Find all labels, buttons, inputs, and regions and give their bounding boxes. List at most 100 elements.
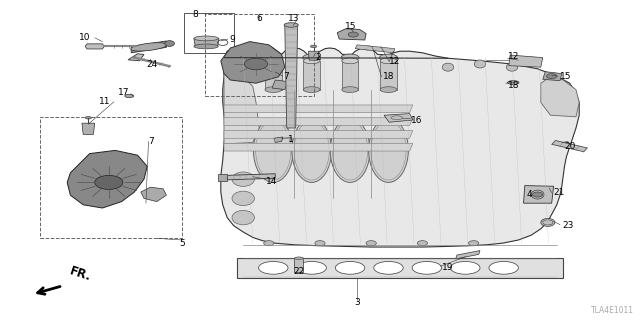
- Polygon shape: [194, 38, 219, 46]
- Ellipse shape: [508, 81, 519, 84]
- Ellipse shape: [232, 191, 254, 206]
- Text: 16: 16: [411, 116, 422, 124]
- Polygon shape: [227, 174, 275, 180]
- Ellipse shape: [284, 23, 298, 27]
- Polygon shape: [524, 186, 554, 203]
- Polygon shape: [224, 118, 413, 125]
- Ellipse shape: [369, 118, 408, 182]
- Bar: [40, 117, 182, 238]
- Text: 12: 12: [508, 52, 519, 61]
- Polygon shape: [224, 131, 413, 138]
- Polygon shape: [552, 140, 588, 152]
- Text: 14: 14: [266, 177, 277, 186]
- Polygon shape: [131, 41, 166, 53]
- Text: FR.: FR.: [68, 264, 93, 284]
- Ellipse shape: [194, 44, 218, 49]
- Ellipse shape: [294, 257, 303, 260]
- Circle shape: [366, 241, 376, 246]
- Ellipse shape: [342, 58, 358, 64]
- Polygon shape: [221, 42, 285, 83]
- Bar: [184, 13, 234, 53]
- Text: 15: 15: [560, 72, 572, 81]
- Ellipse shape: [330, 118, 370, 182]
- Text: 15: 15: [345, 22, 356, 31]
- Polygon shape: [342, 61, 358, 90]
- Text: 6: 6: [257, 14, 262, 23]
- Ellipse shape: [125, 94, 134, 98]
- Ellipse shape: [380, 54, 397, 61]
- Polygon shape: [224, 143, 413, 151]
- Ellipse shape: [292, 118, 332, 182]
- Text: 1: 1: [289, 135, 294, 144]
- Circle shape: [315, 241, 325, 246]
- Text: 22: 22: [293, 267, 305, 276]
- Ellipse shape: [341, 54, 359, 61]
- Polygon shape: [272, 80, 288, 90]
- Ellipse shape: [264, 54, 282, 61]
- Polygon shape: [82, 123, 95, 134]
- Text: 7: 7: [283, 72, 289, 81]
- Ellipse shape: [451, 261, 480, 274]
- Ellipse shape: [335, 261, 365, 274]
- Polygon shape: [509, 55, 543, 67]
- Ellipse shape: [380, 87, 397, 92]
- Polygon shape: [308, 51, 319, 60]
- Text: 20: 20: [564, 142, 576, 151]
- Text: 11: 11: [99, 97, 110, 106]
- Circle shape: [468, 241, 479, 246]
- Ellipse shape: [165, 41, 175, 46]
- Polygon shape: [543, 72, 562, 81]
- Ellipse shape: [362, 46, 374, 50]
- Ellipse shape: [380, 58, 397, 64]
- Ellipse shape: [506, 63, 518, 71]
- Polygon shape: [67, 150, 147, 208]
- Polygon shape: [274, 137, 283, 142]
- Text: 5: 5: [180, 239, 185, 248]
- Polygon shape: [85, 44, 104, 49]
- Circle shape: [264, 241, 274, 246]
- Ellipse shape: [342, 87, 358, 92]
- Ellipse shape: [310, 45, 317, 48]
- Text: 13: 13: [288, 14, 300, 23]
- Ellipse shape: [85, 116, 92, 119]
- Text: 17: 17: [118, 88, 129, 97]
- Ellipse shape: [489, 261, 518, 274]
- Text: 9: 9: [229, 35, 235, 44]
- Circle shape: [547, 74, 557, 79]
- Ellipse shape: [374, 261, 403, 274]
- Ellipse shape: [303, 58, 320, 64]
- Ellipse shape: [232, 211, 254, 225]
- Text: 19: 19: [442, 263, 453, 272]
- Text: 18: 18: [383, 72, 394, 81]
- Bar: [205, 14, 314, 96]
- Ellipse shape: [194, 36, 218, 41]
- Text: 18: 18: [508, 81, 519, 90]
- Circle shape: [95, 175, 123, 189]
- Polygon shape: [221, 45, 579, 247]
- Polygon shape: [128, 54, 144, 61]
- Text: 23: 23: [562, 221, 573, 230]
- Polygon shape: [355, 45, 395, 53]
- Circle shape: [417, 241, 428, 246]
- Circle shape: [244, 58, 268, 70]
- Ellipse shape: [442, 63, 454, 71]
- Polygon shape: [237, 258, 563, 278]
- Polygon shape: [141, 187, 166, 202]
- Text: 10: 10: [79, 33, 91, 42]
- Polygon shape: [218, 174, 227, 181]
- Ellipse shape: [303, 87, 320, 92]
- Ellipse shape: [412, 261, 442, 274]
- Polygon shape: [337, 29, 366, 40]
- Ellipse shape: [541, 219, 555, 227]
- Text: 12: 12: [389, 57, 401, 66]
- Polygon shape: [265, 61, 282, 90]
- Ellipse shape: [265, 87, 282, 92]
- Ellipse shape: [303, 54, 321, 61]
- Ellipse shape: [232, 172, 254, 186]
- Ellipse shape: [253, 118, 293, 182]
- Text: 4: 4: [527, 190, 532, 199]
- Polygon shape: [380, 61, 397, 90]
- Polygon shape: [456, 251, 480, 259]
- Circle shape: [532, 192, 543, 197]
- Text: 2: 2: [316, 53, 321, 62]
